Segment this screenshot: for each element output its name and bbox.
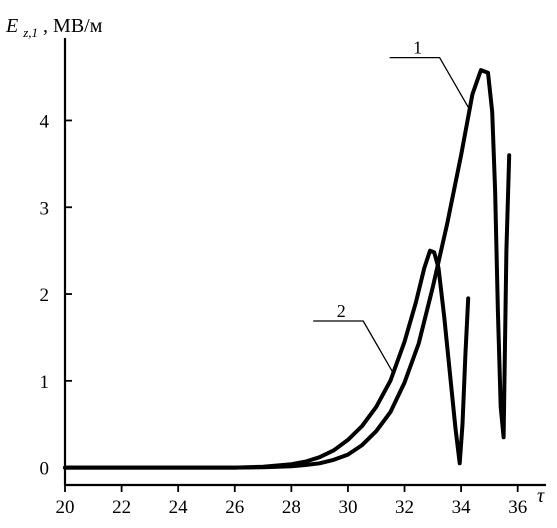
y-tick-label: 4	[40, 111, 50, 132]
x-tick-label: 36	[508, 497, 527, 518]
y-axis-label-unit: , МВ/м	[43, 15, 103, 37]
y-axis-label-sub: z,1	[22, 25, 38, 40]
x-tick-label: 22	[112, 497, 131, 518]
x-tick-label: 26	[225, 497, 244, 518]
curve-labels: 12	[313, 38, 471, 374]
x-axis-label: τ	[537, 485, 545, 507]
curves	[63, 68, 512, 470]
x-tick-label: 34	[452, 497, 472, 518]
y-axis-label: E z,1 , МВ/м	[5, 15, 103, 42]
x-tick-label: 32	[395, 497, 414, 518]
y-tick-label: 1	[40, 372, 50, 393]
curve-label-2: 2	[337, 301, 346, 321]
curve-label-leader-1	[389, 56, 471, 110]
series-1-line	[63, 68, 512, 470]
curve-label-leader-2	[313, 320, 394, 374]
x-tick-label: 20	[56, 497, 75, 518]
curve-label-1: 1	[413, 38, 422, 58]
x-tick-label: 24	[169, 497, 189, 518]
series-2-line	[63, 248, 471, 470]
y-tick-label: 2	[40, 285, 50, 306]
y-tick-label: 0	[40, 459, 50, 480]
svg-text:E z,1 , МВ/м: E z,1 , МВ/м	[5, 15, 103, 42]
x-tick-label: 28	[282, 497, 301, 518]
x-tick-label: 30	[338, 497, 357, 518]
y-axis-label-main: E	[5, 15, 18, 37]
y-tick-label: 3	[40, 198, 50, 219]
